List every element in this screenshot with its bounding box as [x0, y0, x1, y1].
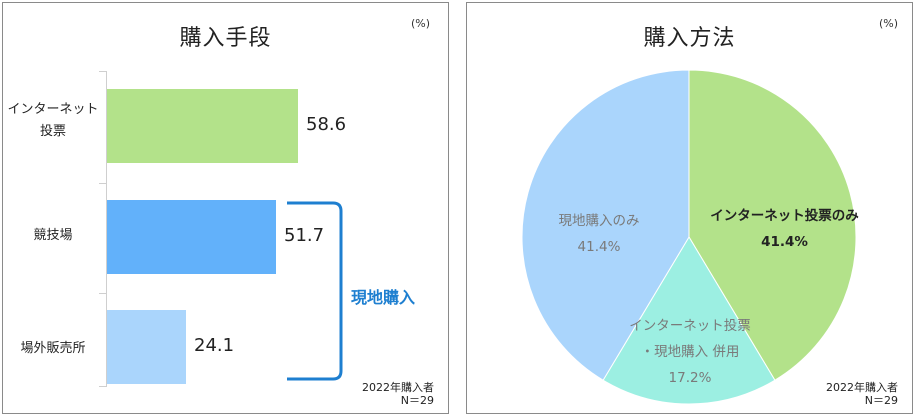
category-label-offsite: 場外販売所 — [20, 341, 86, 356]
footnote-year: 2022年購入者 — [826, 381, 898, 394]
axis-tick — [99, 293, 106, 294]
category-label-internet-line2: 投票 — [39, 124, 66, 139]
pie-label-both-line1: インターネット投票 — [629, 318, 751, 334]
pie-slice-onsite — [521, 69, 690, 381]
bar-stadium — [107, 200, 276, 274]
pie-label-onsite-name: 現地購入のみ — [558, 213, 640, 229]
axis-tick — [99, 71, 106, 72]
footnote-n: N＝29 — [864, 394, 898, 407]
pie-label-both-line2: ・現地購入 併用 — [640, 344, 740, 360]
bar-chart-footnote: 2022年購入者 N＝29 — [362, 381, 434, 407]
pie-slice-both — [602, 236, 776, 405]
pie-label-both-value: 17.2% — [668, 370, 712, 386]
axis-tick — [99, 386, 106, 387]
pie-chart-svg — [521, 69, 857, 405]
bar-value-stadium: 51.7 — [284, 225, 325, 246]
category-label-stadium: 競技場 — [33, 228, 73, 243]
pie-label-internet: インターネット投票のみ 41.4% — [697, 203, 872, 255]
bracket-graphic — [287, 201, 343, 381]
pie-chart-panel: 購入方法 (%) インターネット投票のみ 41.4% インターネット投票 ・現地… — [466, 2, 913, 414]
pie-label-both: インターネット投票 ・現地購入 併用 17.2% — [615, 313, 765, 391]
category-label-internet: インターネット 投票 — [3, 99, 103, 143]
pie-label-internet-name: インターネット投票のみ — [710, 208, 859, 224]
pie-chart-title: 購入方法 — [643, 26, 736, 51]
pie-label-onsite-value: 41.4% — [577, 239, 621, 255]
pie-chart-unit: (%) — [878, 17, 898, 30]
bar-chart-axis — [106, 71, 107, 387]
pie-chart-footnote: 2022年購入者 N＝29 — [826, 381, 898, 407]
footnote-n: N＝29 — [400, 394, 434, 407]
bar-chart-unit: (%) — [410, 17, 430, 30]
bar-chart-panel: 購入手段 (%) インターネット 投票 競技場 場外販売所 58.6 51.7 … — [2, 2, 449, 414]
bar-value-offsite: 24.1 — [194, 335, 235, 356]
pie-label-internet-value: 41.4% — [761, 234, 808, 250]
footnote-year: 2022年購入者 — [362, 381, 434, 394]
bar-chart-title: 購入手段 — [179, 26, 272, 51]
pie-label-onsite: 現地購入のみ 41.4% — [539, 208, 659, 260]
bracket-label: 現地購入 — [351, 288, 416, 307]
bar-internet — [107, 89, 298, 163]
pie-slice-internet — [688, 69, 857, 381]
bar-offsite — [107, 310, 186, 384]
category-label-internet-line1: インターネット — [7, 102, 99, 117]
bar-value-internet: 58.6 — [306, 114, 347, 135]
axis-tick — [99, 183, 106, 184]
